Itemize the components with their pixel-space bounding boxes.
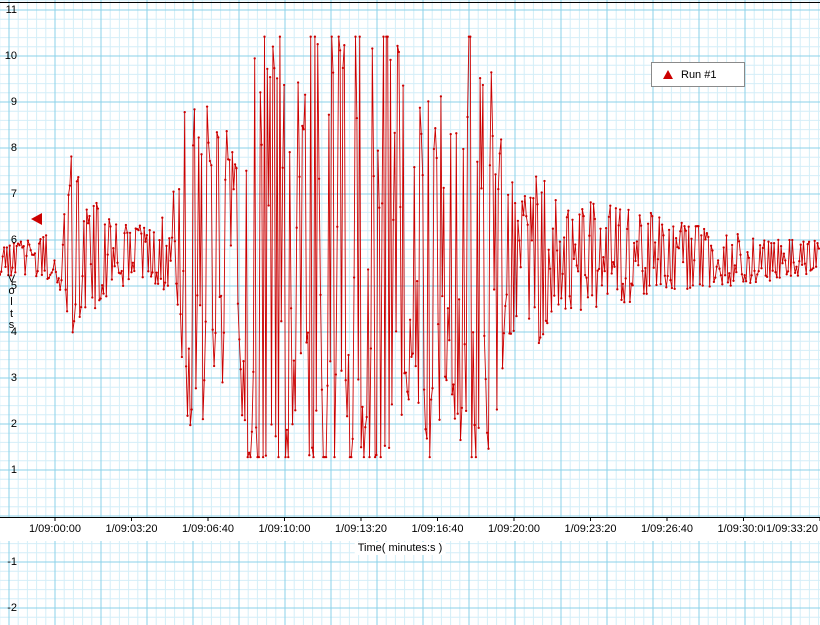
x-tick-label: 1/09:00:00 <box>28 523 82 535</box>
y-tick-label: 5 <box>10 280 17 292</box>
x-tick-label: 1/09:06:40 <box>181 523 235 535</box>
y-tick-label: 7 <box>10 188 17 200</box>
y-tick-label: 4 <box>10 326 17 338</box>
y-tick-label: 1 <box>10 464 17 476</box>
x-tick-label: 1/09:23:20 <box>563 523 618 535</box>
y-tick-label: 2 <box>10 418 17 430</box>
x-tick-label: 1/09:10:00 <box>257 523 312 535</box>
legend-series-label: Run #1 <box>681 68 717 81</box>
x-tick-label: 1/09:26:40 <box>640 523 694 535</box>
y-tick-label: -2 <box>7 602 17 614</box>
y-tick-label: 8 <box>10 142 17 154</box>
y-tick-label: 9 <box>10 96 17 108</box>
x-tick-label: 1/09:20:00 <box>487 523 541 535</box>
x-tick-label: 1/09:16:40 <box>410 523 465 535</box>
x-tick-label: 1/09:33:20 <box>765 523 819 535</box>
legend-series-marker-icon <box>663 70 673 79</box>
waveform-series <box>0 35 820 459</box>
x-tick-label: 1/09:13:20 <box>334 523 388 535</box>
y-tick-label: -1 <box>7 556 17 568</box>
y-tick-label: 11 <box>5 4 17 16</box>
channel-position-marker-icon[interactable] <box>31 213 42 226</box>
y-tick-label: 10 <box>4 50 17 62</box>
x-tick-label: 1/09:03:20 <box>104 523 159 535</box>
x-tick-label: 1/09:30:00 <box>716 523 771 535</box>
legend[interactable]: Run #1 <box>651 62 745 87</box>
x-axis-title: Time( minutes:s ) <box>354 542 446 555</box>
y-tick-label: 6 <box>10 234 17 246</box>
y-tick-label: 3 <box>10 372 17 384</box>
